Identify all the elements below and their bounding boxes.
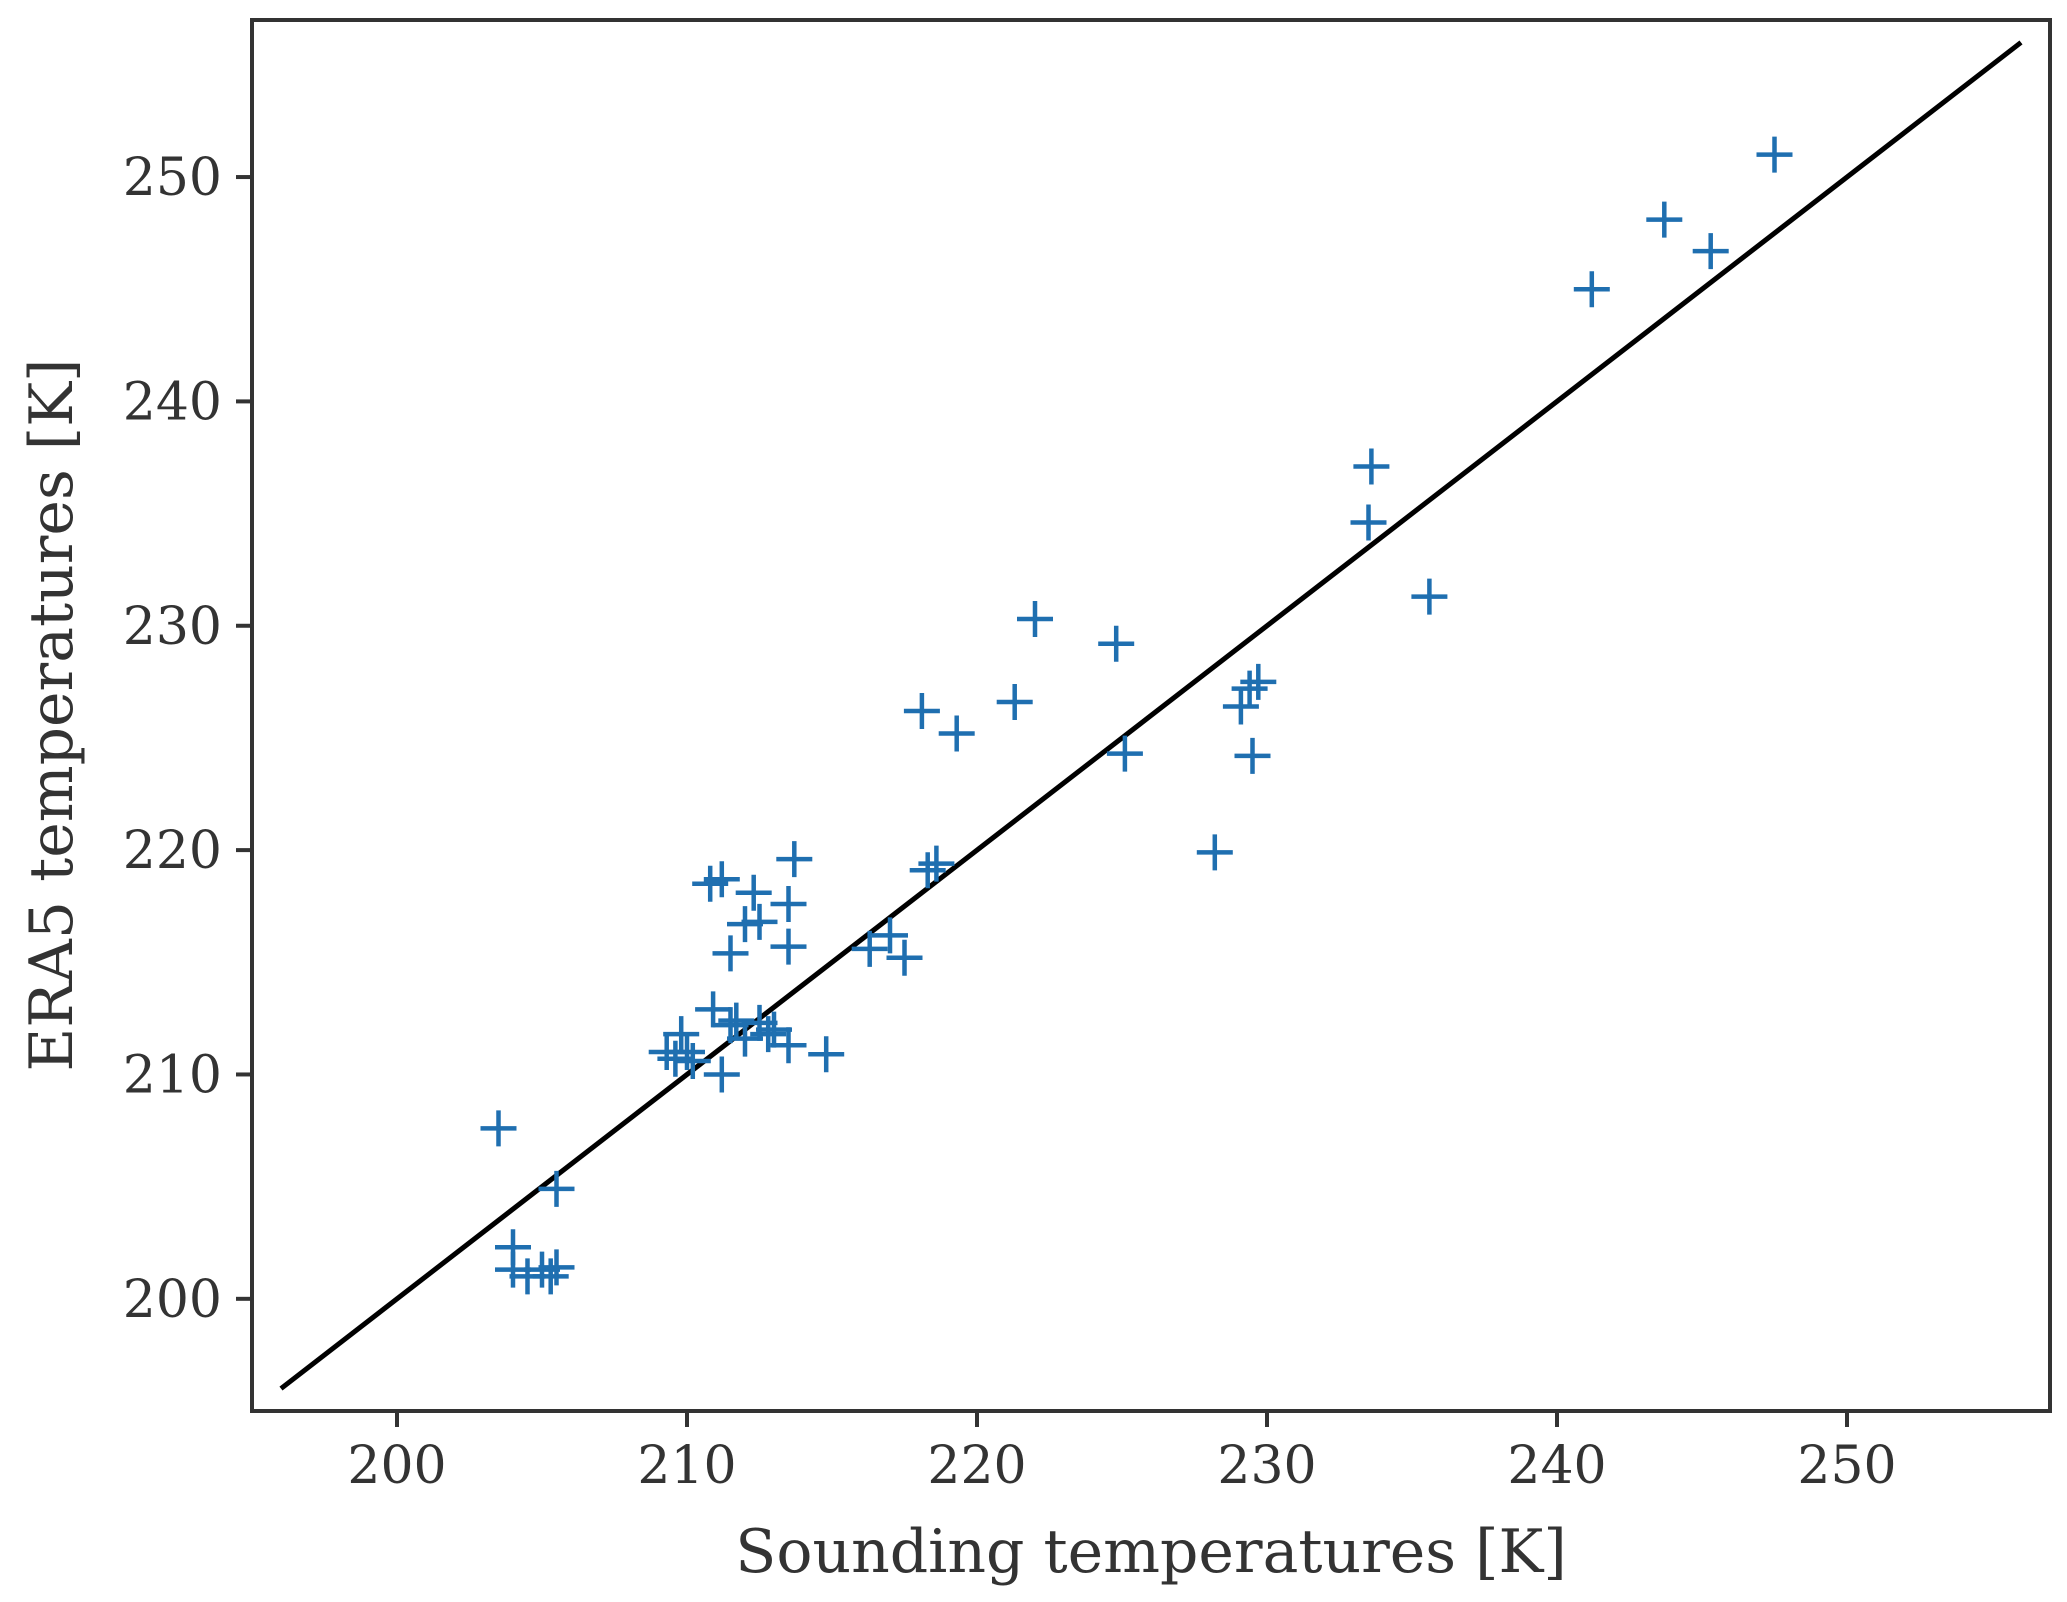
reference-line <box>279 40 2023 1391</box>
data-point <box>1106 735 1143 772</box>
x-tick-label: 220 <box>927 1436 1026 1496</box>
data-point <box>938 715 975 752</box>
data-point <box>538 1249 575 1286</box>
data-point <box>674 1043 711 1080</box>
x-tick-label: 210 <box>637 1436 736 1496</box>
data-points-layer <box>480 136 1793 1295</box>
data-point <box>1411 578 1448 615</box>
data-point <box>770 928 807 965</box>
data-point <box>1231 670 1268 707</box>
data-point <box>703 861 740 898</box>
data-point <box>1098 625 1135 662</box>
data-point <box>1017 601 1053 638</box>
y-axis-label: ERA5 temperatures [K] <box>17 359 87 1072</box>
data-point <box>1240 663 1277 700</box>
data-point <box>872 917 908 954</box>
data-point <box>727 1020 763 1057</box>
y-tick-label: 210 <box>123 1045 222 1105</box>
data-point <box>1222 688 1259 725</box>
y-tick-label: 200 <box>123 1270 222 1330</box>
data-point <box>909 852 946 889</box>
data-point <box>695 991 732 1028</box>
data-point <box>1692 233 1729 270</box>
x-tick-label: 200 <box>347 1436 446 1496</box>
y-tick-label: 240 <box>123 372 222 432</box>
plot-frame <box>250 18 2052 1413</box>
data-point <box>735 874 772 911</box>
data-point <box>712 935 749 972</box>
y-tick-label: 230 <box>123 597 222 657</box>
data-point <box>1353 448 1390 485</box>
data-point <box>776 841 813 878</box>
x-axis-label: Sounding temperatures [K] <box>735 1517 1567 1587</box>
y-tick-label: 220 <box>123 821 222 881</box>
x-tick-label: 240 <box>1507 1436 1606 1496</box>
data-point <box>1196 834 1233 871</box>
data-point <box>1573 271 1610 308</box>
data-point <box>1756 136 1793 173</box>
x-tick-label: 230 <box>1217 1436 1316 1496</box>
data-point <box>741 903 778 940</box>
data-point <box>851 930 888 967</box>
data-point <box>703 1056 740 1093</box>
data-point <box>1646 201 1683 238</box>
data-point <box>663 1016 700 1053</box>
data-point <box>669 1034 705 1071</box>
data-point <box>538 1170 575 1207</box>
data-point <box>770 1027 807 1064</box>
data-point <box>1234 737 1271 774</box>
data-point <box>750 1016 787 1053</box>
data-point <box>918 845 955 882</box>
data-point <box>480 1110 517 1147</box>
data-point <box>532 1258 569 1295</box>
data-point <box>903 693 940 730</box>
data-point <box>996 684 1033 721</box>
data-point <box>1350 504 1387 541</box>
y-axis-ticks: 200 210 220 230 240 250 <box>123 148 252 1330</box>
x-axis-ticks: 200 210 220 230 240 250 <box>347 1411 1897 1496</box>
data-point <box>756 1011 792 1048</box>
x-tick-label: 250 <box>1797 1436 1896 1496</box>
data-point <box>770 885 807 922</box>
data-point <box>808 1036 845 1073</box>
y-tick-label: 250 <box>123 148 222 208</box>
reference-line-layer <box>279 40 2023 1391</box>
data-point <box>886 939 923 976</box>
